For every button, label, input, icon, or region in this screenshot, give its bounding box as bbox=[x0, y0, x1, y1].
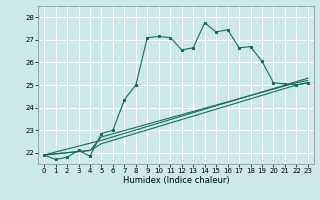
X-axis label: Humidex (Indice chaleur): Humidex (Indice chaleur) bbox=[123, 176, 229, 185]
